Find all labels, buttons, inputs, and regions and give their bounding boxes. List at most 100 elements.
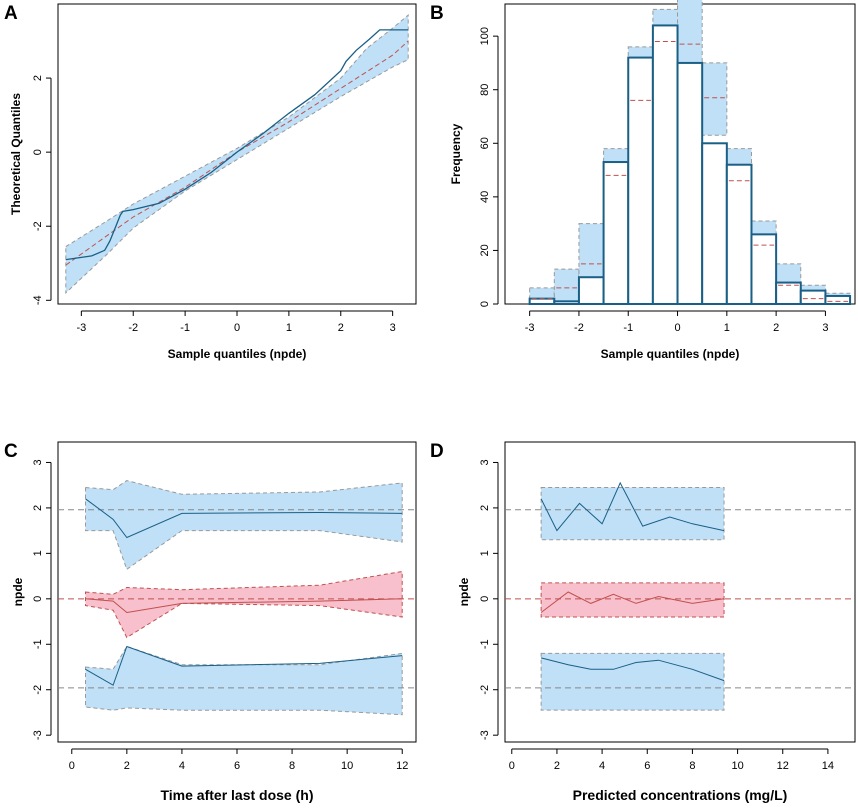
panel-c-x-tick-label: 2 [124,760,130,772]
panel-d-median-line [540,591,725,613]
panel-b-x-tick-label: 1 [724,322,730,334]
panel-b-x-tick-label: -3 [525,322,535,334]
panel-b-bar [577,276,605,306]
panel-a-y-tick-label: -4 [32,295,44,305]
panel-a-axes: -3 -2 -1 0 1 2 3 -4 -2 0 2 [32,75,396,334]
panel-b-y-tick-label: 0 [479,301,491,307]
panel-b-x-tick-label: 2 [773,322,779,334]
panel-c-lines [58,498,416,689]
panel-b-xlabel: Sample quantiles (npde) [601,347,740,361]
panel-d-y-tick-label: -2 [479,685,491,695]
panel-d-upper-line [540,481,725,532]
panel-c-lower-line [85,645,403,686]
panel-b-bar [799,289,827,306]
panel-c-bands [85,480,403,716]
panel-b-bar [725,163,753,305]
panel-a-x-tick-label: 2 [338,322,344,334]
panel-d-lower-line [540,657,725,682]
panel-d-y-tick-label: 0 [479,596,491,602]
panel-b-letter: B [430,3,444,24]
panel-d-points [520,0,840,733]
panel-a-ylabel: Theoretical Quantiles [9,93,23,215]
panel-a-qq-plot: A -3 -2 -1 0 1 2 3 -4 -2 0 2 Sample quantiles (npd… [4,0,417,361]
panel-d-mid-band [540,582,725,618]
panel-c-upper-line [85,498,403,539]
panel-d-y-tick-label: -1 [479,639,491,649]
panel-b-pi-band [553,268,580,305]
panel-d-lower-band [540,652,725,711]
panel-d-y-tick-label: 2 [479,505,491,511]
panel-c-x-tick-label: 0 [69,760,75,772]
panel-a-letter: A [4,3,18,24]
panel-d-x-tick-label: 10 [731,760,743,772]
panel-d-y-tick-label: -3 [479,730,491,740]
panel-d-x-tick-label: 2 [554,760,560,772]
panel-b-x-tick-label: -1 [623,322,633,334]
panel-b-ylabel: Frequency [449,123,463,184]
panel-b-bar [824,294,852,306]
panel-a-lines [65,29,409,266]
panel-b-bar [627,56,654,306]
panel-a-prediction-band [65,14,409,295]
panel-d-letter: D [430,441,444,462]
panel-a-x-tick-label: -1 [180,322,190,334]
panel-a-xlabel: Sample quantiles (npde) [168,347,307,361]
panel-c-median-line [85,598,403,614]
panel-c-x-tick-label: 8 [289,760,295,772]
panel-c-y-tick-label: 2 [32,505,44,511]
panel-b-y-tick-label: 20 [479,244,491,256]
panel-a-y-tick-label: 2 [32,75,44,81]
panel-b-medians [531,41,849,302]
panel-c-x-tick-label: 6 [234,760,240,772]
panel-d-upper-band [540,486,725,541]
panel-c-y-tick-label: -1 [32,639,44,649]
panel-a-x-tick-label: 3 [390,322,396,334]
panel-a-bands [65,14,409,295]
panel-b-bar [775,281,802,306]
panel-a-x-tick-label: -2 [128,322,138,334]
panel-d-ylabel: npde [457,577,471,606]
panel-d-x-tick-label: 14 [822,760,834,772]
panel-c-letter: C [4,441,18,462]
panel-d-y-tick-label: 3 [479,459,491,465]
panel-d-y-tick-label: 1 [479,550,491,556]
panel-a-frame [57,3,417,305]
panel-a-y-tick-label: -2 [32,221,44,231]
panel-b-y-tick-label: 40 [479,191,491,203]
panel-d-x-tick-label: 8 [689,760,695,772]
panel-a-x-tick-label: -3 [76,322,86,334]
panel-b-x-tick-label: -2 [574,322,584,334]
panel-c-x-tick-label: 4 [179,760,185,772]
panel-a-median-line [65,40,409,266]
panel-b-histogram: B -3 -2 -1 0 1 2 3 0 20 40 60 80 100 Sample quantile… [430,0,856,361]
panel-c-x-tick-label: 10 [341,760,353,772]
panel-c-upper-band [85,480,403,571]
panel-b-y-tick-label: 60 [479,137,491,149]
panel-b-axes: -3 -2 -1 0 1 2 3 0 20 40 60 80 100 [479,27,829,334]
panel-b-pi-band [701,62,728,136]
panel-b-bar [651,24,679,306]
panel-d-xlabel: Predicted concentrations (mg/L) [573,787,788,803]
panel-b-bar [701,142,728,305]
panel-d-x-tick-label: 0 [509,760,515,772]
panel-c-y-tick-label: -2 [32,685,44,695]
panel-c-x-tick-label: 12 [396,760,408,772]
panel-c-mid-band [85,570,403,639]
panel-a-x-tick-label: 0 [234,322,240,334]
panel-b-y-tick-label: 80 [479,84,491,96]
panel-d-x-tick-label: 6 [644,760,650,772]
panel-b-bar [676,61,704,305]
panel-c-y-tick-label: 1 [32,550,44,556]
panel-a-x-tick-label: 1 [286,322,292,334]
panel-a-observed-line [65,29,409,261]
panel-c-frame [57,441,417,743]
panel-c-y-tick-label: 3 [32,459,44,465]
panel-b-bar [528,297,556,305]
panel-b-x-tick-label: 3 [822,322,828,334]
panel-a-points [65,0,406,257]
